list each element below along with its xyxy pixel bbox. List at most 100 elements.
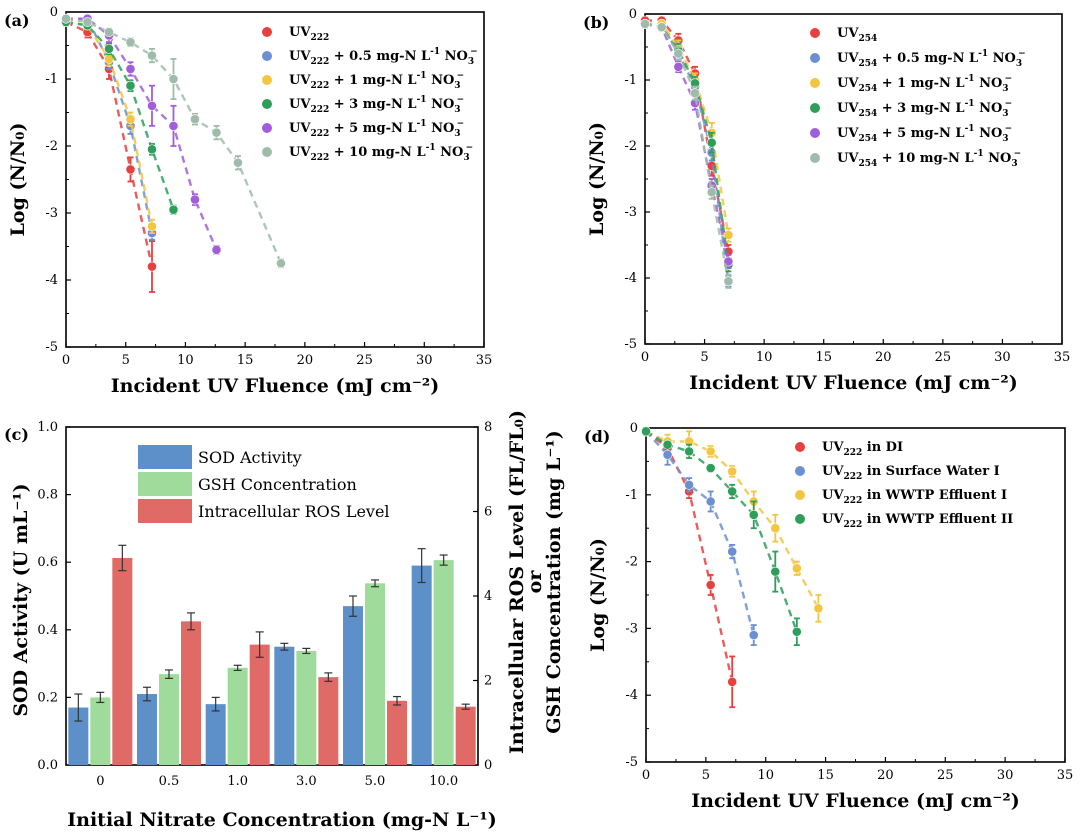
y-axis-title: Log (N/N₀) [586, 122, 608, 236]
panel-label: (b) [583, 13, 609, 32]
x-tick-label: 30 [416, 353, 433, 368]
data-point [705, 446, 716, 457]
data-point [727, 546, 738, 557]
data-point [61, 13, 71, 24]
legend-entry: UV254 + 0.5 mg-N L-1 NO3− [837, 49, 1026, 69]
panel-label: (d) [584, 427, 610, 446]
bar-0 [274, 646, 295, 765]
y-right-axis-title: Intracellular ROS Level (FL/FL₀) [506, 410, 528, 754]
series-0 [641, 426, 738, 709]
x-axis-title: Incident UV Fluence (mJ cm⁻²) [689, 372, 1017, 394]
data-point [276, 258, 286, 269]
data-point [233, 157, 243, 168]
x-tick-label: 15 [237, 353, 254, 368]
y-tick-label: -2 [45, 139, 58, 154]
legend-marker [262, 51, 272, 61]
data-point [82, 17, 93, 27]
x-tick-label: 20 [875, 350, 892, 365]
bar-2 [318, 677, 339, 765]
legend-marker [810, 128, 820, 138]
x-tick-label: 25 [356, 353, 373, 368]
bar-2 [249, 644, 270, 765]
bar-0 [137, 694, 157, 765]
data-point [104, 27, 114, 37]
bar-0 [411, 565, 432, 765]
legend-entry: GSH Concentration [198, 475, 357, 494]
y-tick-label: -3 [625, 621, 638, 636]
data-point [791, 563, 802, 574]
legend-marker [262, 99, 272, 109]
bar-0 [205, 704, 226, 765]
x-tick-label: 25 [937, 768, 954, 783]
y-tick-label: 0.8 [37, 488, 58, 503]
legend-entry: UV222 + 3 mg-N L-1 NO3− [289, 95, 464, 115]
data-point [147, 100, 157, 111]
x-tick-label: 5 [700, 350, 708, 365]
legend-entry: Intracellular ROS Level [198, 502, 390, 521]
data-point [673, 61, 684, 72]
x-tick-label: 20 [877, 768, 894, 783]
fit-line [645, 430, 755, 636]
data-point [211, 244, 222, 255]
legend-marker [262, 75, 272, 85]
legend-marker [810, 28, 820, 38]
bar-1 [227, 667, 248, 765]
data-point [770, 566, 781, 577]
y-right-tick-label: 8 [484, 420, 492, 435]
y-tick-label: -3 [624, 205, 637, 220]
legend-entry: UV222 in WWTP Effluent I [822, 488, 1007, 506]
x-tick-label: 30 [994, 350, 1011, 365]
legend: UV254 UV254 + 0.5 mg-N L-1 NO3− UV254 + 1 … [810, 26, 1026, 169]
x-tick-label: 5 [702, 768, 710, 783]
bar-2 [112, 557, 133, 765]
y-tick-label: -5 [45, 340, 58, 355]
y-right-axis-or: or [524, 570, 546, 594]
data-point [673, 48, 684, 59]
x-tick-label: 10 [756, 350, 773, 365]
x-tick-label: 0 [642, 768, 650, 783]
x-tick-label: 25 [935, 350, 952, 365]
legend-entry: UV222 + 0.5 mg-N L-1 NO3− [289, 47, 478, 67]
legend-entry: UV254 [837, 26, 877, 44]
y-tick-label: -2 [624, 139, 637, 154]
fit-line [645, 430, 734, 683]
fit-line [65, 17, 283, 264]
data-point [125, 114, 136, 125]
data-point [168, 74, 179, 84]
legend-swatch [138, 499, 192, 523]
legend-marker [795, 490, 805, 500]
x-tick-label: 15 [815, 350, 832, 365]
x-tick-label: 10 [177, 353, 194, 368]
data-point [813, 603, 824, 614]
data-point [662, 439, 673, 450]
y-tick-label: -5 [625, 755, 638, 770]
legend-marker [810, 78, 820, 88]
legend-marker [810, 153, 820, 163]
legend-entry: UV222 in Surface Water I [822, 464, 1000, 482]
data-point [770, 523, 781, 534]
data-point [748, 630, 759, 640]
y-tick-label: -4 [624, 271, 637, 286]
bar-1 [90, 697, 111, 765]
y-tick-label: -1 [45, 72, 58, 87]
bar-1 [433, 560, 454, 765]
legend-entry: UV222 + 10 mg-N L-1 NO3− [289, 143, 473, 163]
data-point [125, 37, 136, 48]
x-tick-label: 10.0 [429, 774, 458, 789]
data-point [690, 88, 700, 99]
legend-entry: UV222 + 5 mg-N L-1 NO3− [289, 119, 464, 139]
x-axis-title: Initial Nitrate Concentration (mg-N L⁻¹) [67, 809, 496, 831]
data-point [706, 187, 717, 198]
fit-line [645, 22, 730, 236]
data-point [190, 194, 200, 205]
y-tick-label: -5 [624, 337, 637, 352]
data-point [723, 230, 734, 240]
data-point [168, 204, 179, 215]
legend-swatch [138, 472, 192, 496]
data-point [211, 127, 222, 138]
series-3 [641, 426, 802, 646]
data-point [705, 580, 716, 590]
y-tick-label: -1 [624, 73, 637, 88]
y-right-tick-label: 4 [484, 589, 492, 604]
x-tick-label: 35 [1054, 350, 1071, 365]
